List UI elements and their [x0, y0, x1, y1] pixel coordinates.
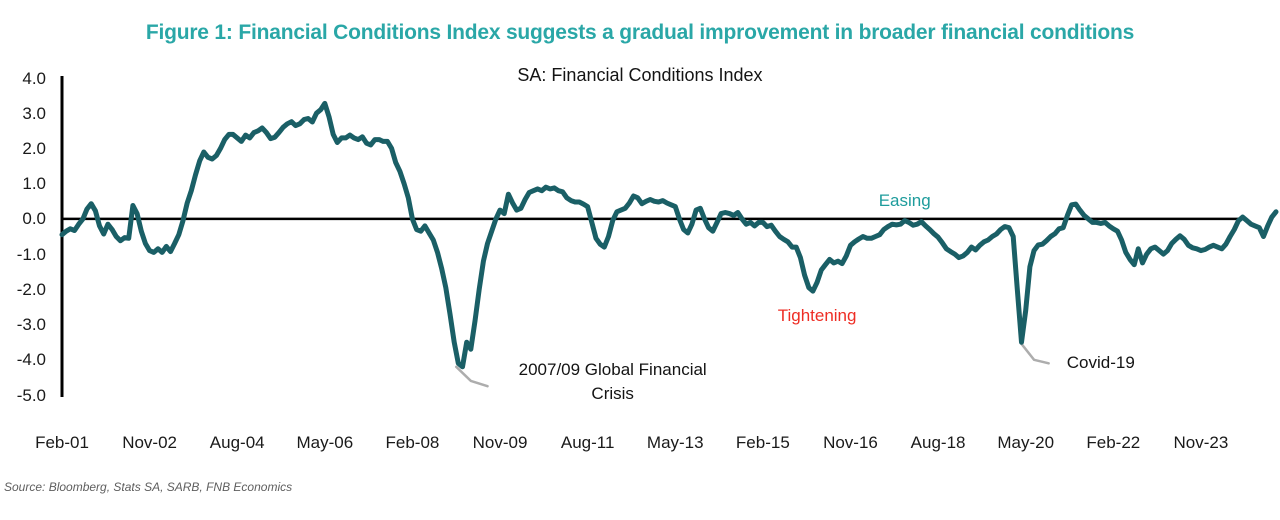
x-tick-label: Nov-23 — [1173, 433, 1229, 452]
x-tick-label: Aug-11 — [560, 433, 615, 452]
source-attribution: Source: Bloomberg, Stats SA, SARB, FNB E… — [4, 480, 293, 494]
x-tick-label: Feb-08 — [385, 433, 440, 452]
chart-title: SA: Financial Conditions Index — [517, 65, 763, 85]
covid-19-annotation: Covid-19 — [1066, 353, 1135, 373]
y-tick-label: 1.0 — [22, 174, 46, 194]
y-tick-label: -1.0 — [16, 244, 46, 264]
y-tick-label: -3.0 — [16, 315, 46, 335]
y-tick-label: 2.0 — [22, 138, 46, 158]
x-tick-label: Aug-18 — [910, 433, 966, 452]
y-tick-label: 4.0 — [22, 68, 46, 88]
fci-series-line — [59, 100, 1279, 370]
x-tick-label: May-20 — [997, 433, 1055, 452]
gfc-leader-line — [454, 365, 489, 388]
tightening-annotation: Tightening — [777, 305, 857, 325]
easing-annotation: Easing — [878, 191, 931, 211]
x-tick-label: May-06 — [296, 433, 354, 452]
x-tick-label: Nov-16 — [823, 433, 878, 452]
y-tick-label: -5.0 — [16, 385, 46, 405]
x-tick-label: Nov-02 — [122, 433, 177, 452]
y-tick-label: -2.0 — [16, 279, 46, 299]
y-tick-label: 0.0 — [22, 209, 46, 229]
y-tick-label: -4.0 — [16, 350, 46, 370]
x-tick-label: Feb-22 — [1086, 433, 1141, 452]
x-tick-label: May-13 — [646, 433, 704, 452]
y-tick-label: 3.0 — [22, 103, 46, 123]
figure-title: Figure 1: Financial Conditions Index sug… — [145, 21, 1135, 44]
x-tick-label: Feb-01 — [35, 433, 89, 452]
x-tick-label: Feb-15 — [735, 433, 790, 452]
covid-leader-line — [1020, 342, 1050, 365]
global-financial-crisis-annotation: 2007/09 Global Financial Crisis — [518, 359, 707, 403]
x-tick-label: Aug-04 — [209, 433, 265, 452]
x-tick-label: Nov-09 — [472, 433, 528, 452]
